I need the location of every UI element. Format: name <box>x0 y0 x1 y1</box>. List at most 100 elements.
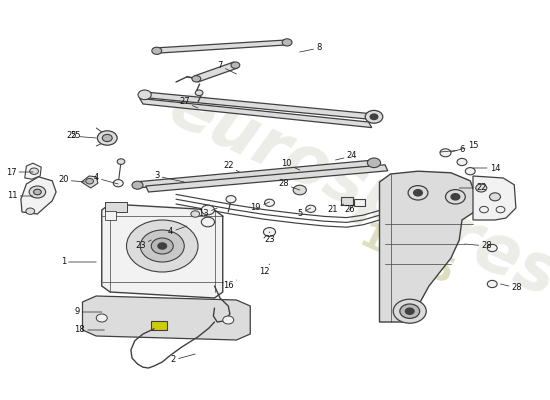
Circle shape <box>265 199 274 206</box>
Circle shape <box>400 304 420 318</box>
Text: eurospares: eurospares <box>158 73 550 311</box>
Circle shape <box>414 190 422 196</box>
Circle shape <box>132 181 143 189</box>
Polygon shape <box>146 165 388 192</box>
Circle shape <box>365 110 383 123</box>
Circle shape <box>26 208 35 214</box>
Circle shape <box>440 149 451 157</box>
Circle shape <box>367 158 381 168</box>
Bar <box>104 202 126 212</box>
Circle shape <box>126 220 198 272</box>
Text: 14: 14 <box>473 164 500 172</box>
Circle shape <box>487 244 497 252</box>
Polygon shape <box>21 177 56 214</box>
Text: 26: 26 <box>344 204 355 214</box>
Circle shape <box>487 280 497 288</box>
Text: 19: 19 <box>250 202 270 212</box>
Polygon shape <box>140 98 372 128</box>
Circle shape <box>496 206 505 213</box>
Text: 24: 24 <box>336 152 358 160</box>
Circle shape <box>223 316 234 324</box>
Circle shape <box>113 180 123 187</box>
Polygon shape <box>154 40 289 53</box>
Circle shape <box>293 185 306 195</box>
Text: 23: 23 <box>135 240 151 250</box>
Circle shape <box>117 159 125 164</box>
Polygon shape <box>379 171 476 322</box>
Circle shape <box>263 228 276 236</box>
Polygon shape <box>25 163 41 179</box>
Circle shape <box>191 211 200 217</box>
Text: 13: 13 <box>198 208 217 218</box>
Bar <box>354 199 365 206</box>
Text: 4: 4 <box>94 174 118 184</box>
Text: 16: 16 <box>223 280 236 290</box>
Text: 7: 7 <box>217 62 236 74</box>
Text: 28: 28 <box>278 180 300 190</box>
Circle shape <box>29 186 46 198</box>
Circle shape <box>34 189 41 195</box>
Text: 28: 28 <box>465 242 492 250</box>
Text: 22: 22 <box>223 162 239 172</box>
Text: 21: 21 <box>327 204 344 214</box>
Text: 9: 9 <box>74 308 102 316</box>
Circle shape <box>457 158 467 166</box>
Text: 1985: 1985 <box>354 219 460 293</box>
Circle shape <box>195 90 203 96</box>
Text: 20: 20 <box>58 176 85 184</box>
Circle shape <box>152 47 162 54</box>
Polygon shape <box>81 176 98 188</box>
Circle shape <box>146 236 157 244</box>
Text: 2: 2 <box>170 354 195 364</box>
Text: 6: 6 <box>440 146 465 154</box>
Circle shape <box>201 205 214 215</box>
Polygon shape <box>102 204 223 298</box>
Text: 5: 5 <box>297 208 311 218</box>
Circle shape <box>30 168 38 174</box>
Circle shape <box>393 299 426 323</box>
Circle shape <box>231 62 240 68</box>
Circle shape <box>451 194 460 200</box>
Circle shape <box>408 186 428 200</box>
Circle shape <box>151 238 173 254</box>
Circle shape <box>86 178 94 184</box>
Text: 10: 10 <box>280 160 300 170</box>
Bar <box>151 321 167 330</box>
Bar <box>104 211 116 220</box>
Text: 27: 27 <box>179 98 198 108</box>
Polygon shape <box>82 296 250 340</box>
Text: 17: 17 <box>6 168 33 176</box>
Circle shape <box>490 193 500 201</box>
Circle shape <box>370 114 378 120</box>
Circle shape <box>158 243 167 249</box>
Circle shape <box>96 314 107 322</box>
Polygon shape <box>135 160 377 188</box>
Polygon shape <box>473 176 516 220</box>
Text: 25: 25 <box>66 132 96 140</box>
Circle shape <box>465 168 475 175</box>
Text: 22: 22 <box>459 184 487 192</box>
Circle shape <box>446 190 465 204</box>
Text: 3: 3 <box>154 172 184 182</box>
Text: 15: 15 <box>451 142 478 152</box>
Circle shape <box>97 131 117 145</box>
Circle shape <box>140 230 184 262</box>
Circle shape <box>201 217 214 227</box>
Circle shape <box>405 308 414 314</box>
Text: 8: 8 <box>300 44 322 52</box>
Circle shape <box>306 205 316 212</box>
Circle shape <box>282 39 292 46</box>
Circle shape <box>480 206 488 213</box>
Text: 18: 18 <box>74 326 104 334</box>
Circle shape <box>192 76 201 82</box>
Polygon shape <box>194 62 238 82</box>
Text: 4: 4 <box>168 226 187 236</box>
Bar <box>341 197 353 205</box>
Circle shape <box>476 184 487 192</box>
Polygon shape <box>145 92 377 120</box>
Text: 12: 12 <box>258 264 270 276</box>
Text: 11: 11 <box>7 192 33 200</box>
Text: 1: 1 <box>60 258 96 266</box>
Circle shape <box>102 134 112 142</box>
Text: 28: 28 <box>500 284 522 292</box>
